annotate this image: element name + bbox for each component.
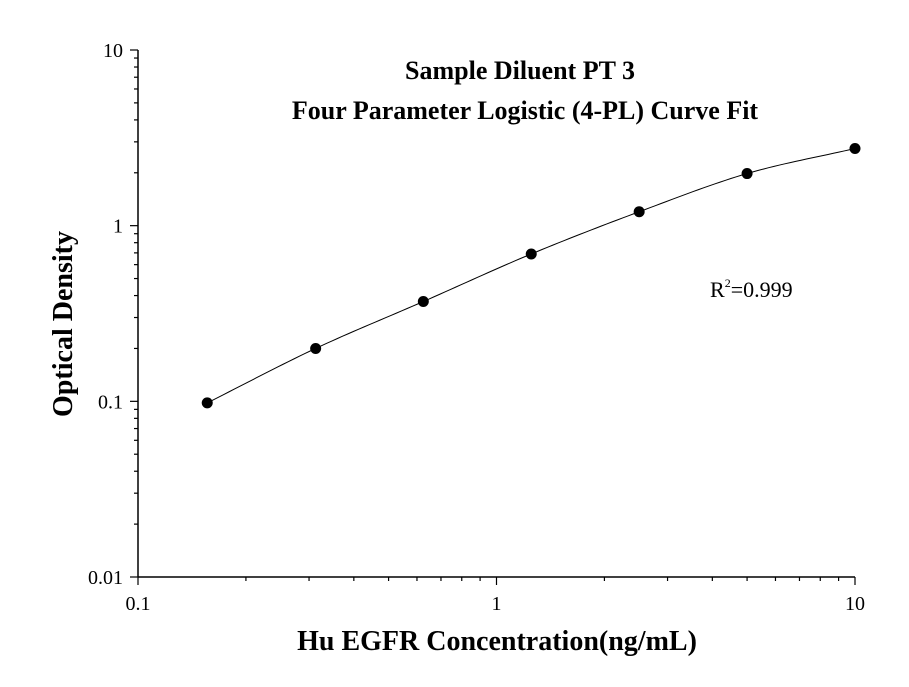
data-points [201, 142, 861, 409]
data-point [849, 142, 861, 154]
data-point [633, 206, 645, 218]
fit-curve [207, 148, 856, 404]
x-axis-label: Hu EGFR Concentration(ng/mL) [297, 626, 697, 657]
r-squared-sup: 2 [725, 276, 731, 290]
y-tick-label: 0.01 [88, 567, 123, 589]
y-axis-label: Optical Density [48, 231, 79, 417]
y-tick-label: 0.1 [98, 391, 123, 413]
y-tick-label: 10 [103, 40, 123, 62]
data-point [201, 397, 213, 409]
fit-curve-group [207, 148, 856, 404]
data-point [310, 342, 322, 354]
r-squared-value: =0.999 [731, 277, 793, 302]
data-point [417, 296, 429, 308]
r-squared-base: R [710, 277, 725, 302]
chart-subtitle: Four Parameter Logistic (4-PL) Curve Fit [292, 96, 759, 125]
x-tick-label: 0.1 [126, 593, 151, 615]
x-tick-label: 10 [845, 593, 865, 615]
x-tick-label: 1 [492, 593, 502, 615]
chart-title: Sample Diluent PT 3 [405, 56, 635, 85]
r-squared-annotation: R2=0.999 [710, 276, 793, 302]
axes [130, 49, 856, 585]
data-point [525, 248, 537, 260]
data-point [741, 168, 753, 180]
y-tick-label: 1 [113, 216, 123, 238]
